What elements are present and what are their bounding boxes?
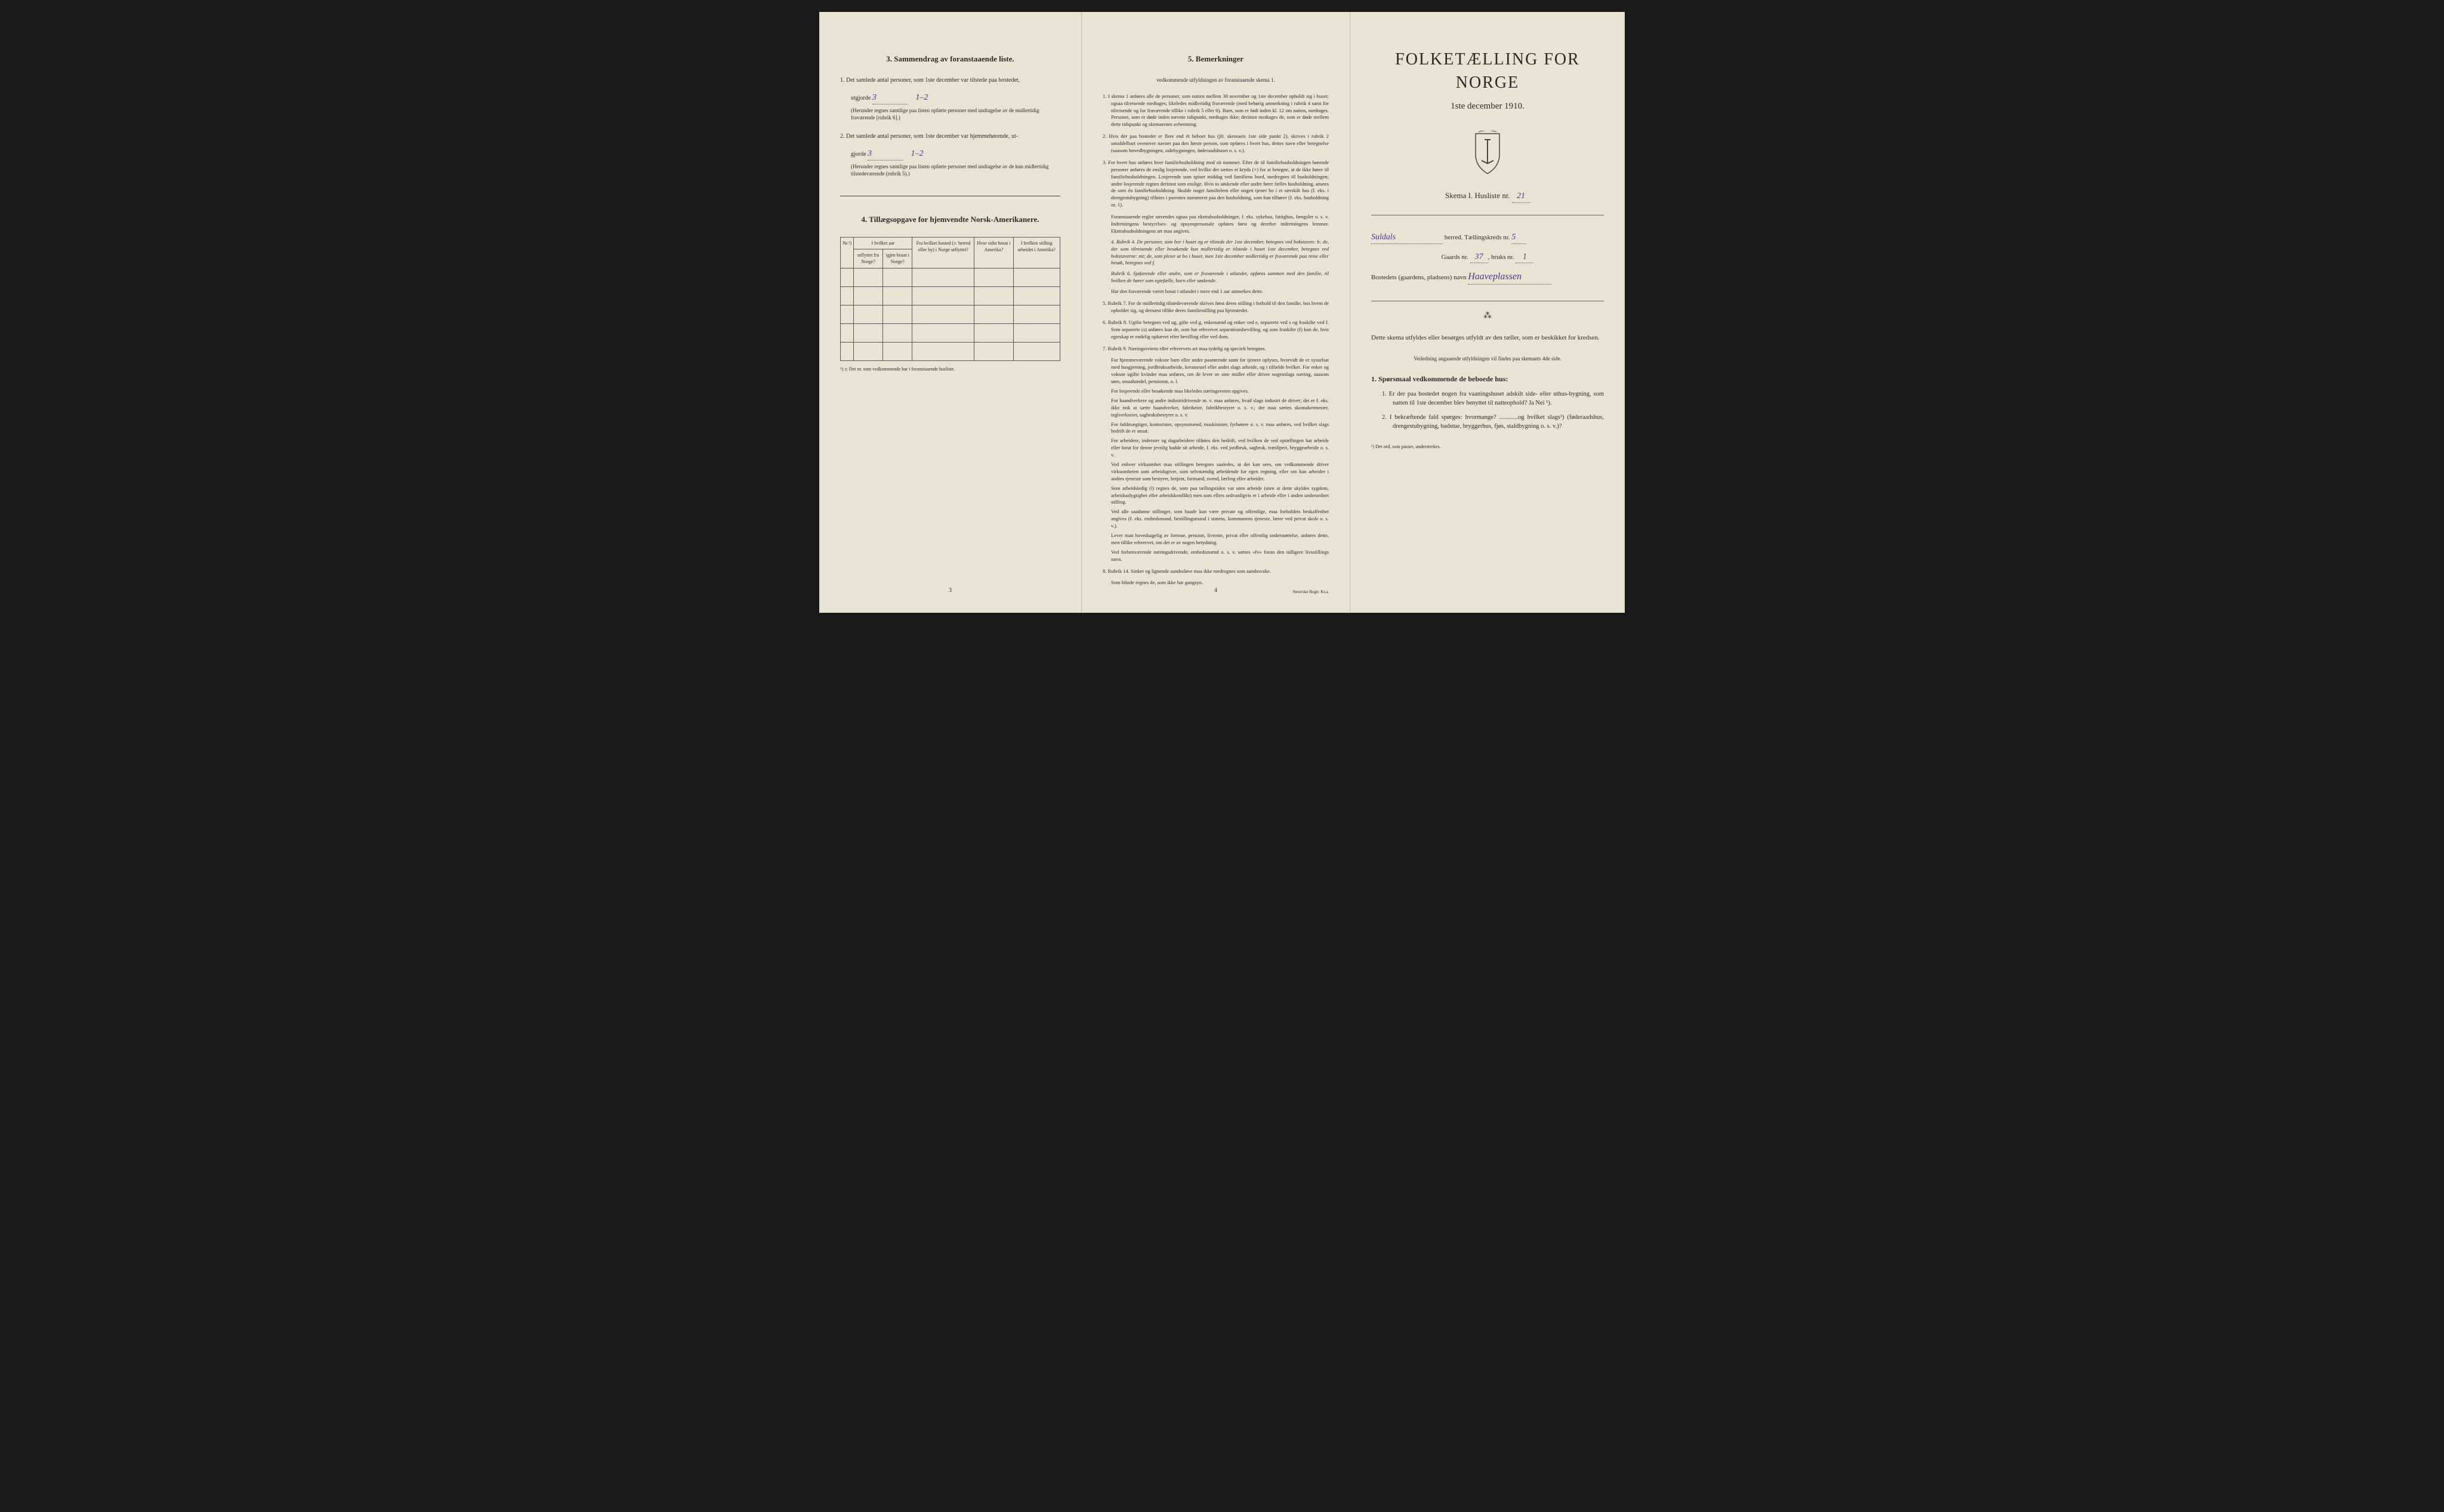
remark-1: 1. I skema 1 anføres alle de personer, s… (1103, 93, 1329, 128)
table-row (841, 342, 1060, 360)
table-row (841, 286, 1060, 305)
section-5-sub: vedkommende utfyldningen av foranstaaend… (1103, 76, 1329, 84)
remark-7-p6: Som arbeidsledig (l) regnes de, som paa … (1103, 485, 1329, 507)
th-returned: igjen bosat i Norge? (883, 249, 912, 268)
section-3-title: 3. Sammendrag av foranstaaende liste. (840, 54, 1060, 64)
instructions-sub: Veiledning angaaende utfyldningen vil fi… (1371, 355, 1604, 363)
rubrik-4: 4. Rubrik 4. De personer, som bor i huse… (1103, 239, 1329, 267)
remark-7-p0: For hjemmeværende voksne barn eller andr… (1103, 357, 1329, 385)
th-emigrated: utflyttet fra Norge? (854, 249, 883, 268)
instructions: Dette skema utfyldes eller besørges utfy… (1371, 334, 1604, 342)
item1-values: utgjorde 3 1–2 (840, 92, 1060, 104)
page-3: 3. Sammendrag av foranstaaende liste. 1.… (819, 12, 1082, 613)
th-where: Hvor sidst bosat i Amerika? (974, 237, 1013, 268)
rubrik-6: Rubrik 6. Sjøfarende eller andre, som er… (1103, 270, 1329, 285)
bruks-value: 1 (1516, 251, 1533, 264)
item2-value1: 3 (868, 148, 903, 161)
husliste-nr: 21 (1512, 190, 1530, 203)
item2-values: gjorde 3 1–2 (840, 148, 1060, 161)
rubrik-6b: Har den fraværende været bosat i utlande… (1103, 288, 1329, 295)
th-position: I hvilken stilling arbeidet i Amerika? (1013, 237, 1060, 268)
th-from: Fra hvilket bosted (ɔ: herred eller by) … (912, 237, 974, 268)
remark-2: 2. Hvis der paa bostedet er flere end ét… (1103, 133, 1329, 155)
remark-3-para: Foranstaaende regler anvendes ogsaa paa … (1103, 214, 1329, 235)
herred-value: Suldals (1371, 232, 1443, 244)
table-row (841, 305, 1060, 323)
remark-7-p2: For haandverkere og andre industridriven… (1103, 397, 1329, 419)
bosted-value: Haaveplassen (1468, 270, 1551, 284)
summary-item-2: 2. Det samlede antal personer, som 1ste … (840, 132, 1060, 141)
th-year: I hvilket aar (854, 237, 912, 249)
th-nr: Nr.¹) (841, 237, 854, 268)
coat-of-arms-icon (1371, 131, 1604, 178)
ornament-icon: ⁂ (1371, 310, 1604, 322)
bosted-line: Bostedets (gaardens, pladsens) navn Haav… (1371, 270, 1604, 284)
remark-7-p5: Ved enhver virksomhet maa stillingen bet… (1103, 461, 1329, 483)
section-5-title: 5. Bemerkninger (1103, 54, 1329, 64)
summary-item-1: 1. Det samlede antal personer, som 1ste … (840, 76, 1060, 85)
page-number-3: 3 (819, 587, 1081, 595)
main-title: FOLKETÆLLING FOR NORGE (1371, 48, 1604, 94)
appendix-table: Nr.¹) I hvilket aar Fra hvilket bosted (… (840, 237, 1060, 361)
question-1: 1. Er der paa bostedet nogen fra vaaning… (1382, 390, 1604, 408)
remark-7-p4: For arbeidere, inderster og dagarbeidere… (1103, 437, 1329, 459)
question-2: 2. I bekræftende fald spørges: hvormange… (1382, 414, 1604, 431)
p3-footnote: ¹) Det ord, som passer, understrekes. (1371, 443, 1604, 450)
item1-note: (Herunder regnes samtlige paa listen opf… (840, 107, 1060, 122)
remark-6: 6. Rubrik 8. Ugifte betegnes ved ug, gif… (1103, 319, 1329, 341)
remark-7-p7: Ved alle saadanne stillinger, som baade … (1103, 508, 1329, 530)
subtitle: 1ste december 1910. (1371, 100, 1604, 113)
item1-value2: 1–2 (915, 93, 928, 102)
questions-title: 1. Spørsmaal vedkommende de beboede hus: (1371, 374, 1604, 384)
item2-value2: 1–2 (911, 149, 924, 158)
gaards-value: 37 (1470, 251, 1488, 264)
census-document: 3. Sammendrag av foranstaaende liste. 1.… (819, 12, 1625, 613)
table-row (841, 268, 1060, 286)
kreds-value: 5 (1511, 232, 1526, 244)
item2-note: (Herunder regnes samtlige paa listen opf… (840, 163, 1060, 178)
page-cover: FOLKETÆLLING FOR NORGE 1ste december 191… (1350, 12, 1625, 613)
remark-7-p8: Lever man hovedsagelig av formue, pensio… (1103, 532, 1329, 547)
location-block: Suldals herred. Tællingskreds nr. 5 Gaar… (1371, 215, 1604, 301)
remark-8b: Som blinde regnes de, som ikke har gangs… (1103, 579, 1329, 587)
table-footnote: ¹) ɔ: Det nr. som vedkommende har i fora… (840, 366, 1060, 372)
skema-line: Skema I. Husliste nr. 21 (1371, 190, 1604, 203)
page-4: 5. Bemerkninger vedkommende utfyldningen… (1082, 12, 1350, 613)
remark-7-p9: Ved forhenværende næringsdrivende, embed… (1103, 549, 1329, 563)
item1-value1: 3 (872, 92, 908, 104)
section-4-title: 4. Tillægsopgave for hjemvendte Norsk-Am… (840, 214, 1060, 225)
remark-7-p1: For losjerende eller besøkende maa likel… (1103, 388, 1329, 395)
remark-8: 8. Rubrik 14. Sinker og lignende aandssl… (1103, 568, 1329, 575)
gaards-line: Gaards nr. 37, bruks nr. 1 (1371, 251, 1604, 264)
remark-3: 3. For hvert hus anføres hver familiehus… (1103, 159, 1329, 209)
remark-7: 7. Rubrik 9. Næringsveiens eller erhverv… (1103, 345, 1329, 353)
table-row (841, 323, 1060, 342)
remark-5: 5. Rubrik 7. For de midlertidig tilstede… (1103, 300, 1329, 314)
herred-line: Suldals herred. Tællingskreds nr. 5 (1371, 232, 1604, 244)
remark-7-p3: For fuldmægtiger, kontorister, opsynsmæn… (1103, 421, 1329, 436)
printer-mark: Steen'ske Bogtr. Kr.a. (1292, 590, 1329, 595)
